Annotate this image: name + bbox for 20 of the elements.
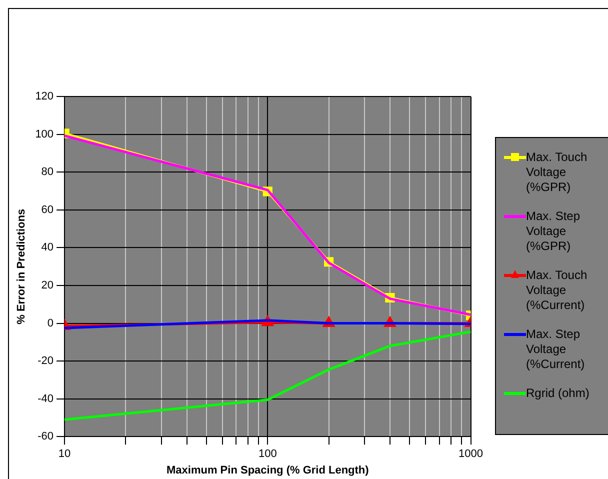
legend-label: Max. Touch Voltage (%GPR) — [526, 150, 588, 195]
x-axis-title: Maximum Pin Spacing (% Grid Length) — [166, 464, 370, 476]
y-axis-title: % Error in Predictions — [16, 208, 28, 324]
legend-label: Max. Step Voltage (%GPR) — [526, 209, 582, 254]
y-tick-label: 0 — [47, 317, 54, 330]
y-tick-label: -60 — [38, 430, 54, 443]
y-tick-label: 80 — [41, 166, 54, 178]
y-tick-label: 100 — [35, 128, 54, 140]
y-tick-label: 120 — [35, 90, 54, 103]
legend-label: Max. Step Voltage (%Current) — [526, 327, 586, 372]
x-tick-label: 1000 — [458, 448, 484, 460]
x-tick-label: 10 — [58, 448, 71, 460]
legend-label: Rgrid (ohm) — [526, 386, 590, 401]
legend-label: Max. Touch Voltage (%Current) — [526, 268, 588, 313]
y-tick-label: 20 — [41, 280, 54, 292]
y-tick-label: -40 — [38, 392, 54, 405]
x-tick-label: 100 — [258, 448, 277, 460]
y-tick-label: 40 — [41, 242, 54, 254]
y-tick-label: -20 — [38, 355, 54, 368]
y-tick-label: 60 — [41, 204, 54, 216]
